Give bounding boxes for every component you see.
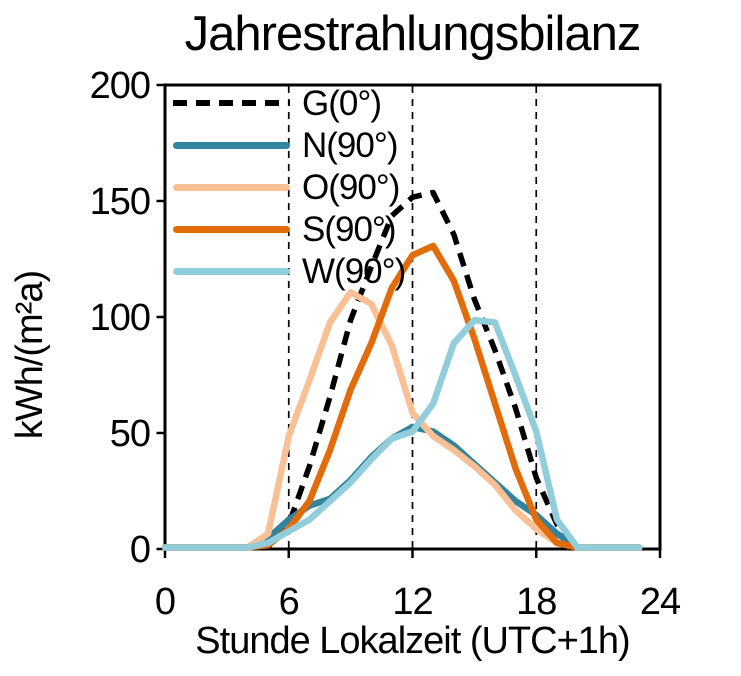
legend-swatch-n90	[173, 141, 290, 149]
legend-swatch-o90	[173, 183, 290, 191]
legend-item-w90: W(90°)	[173, 250, 406, 292]
plot-border	[163, 83, 662, 551]
legend-label-s90: S(90°)	[302, 209, 397, 249]
y-axis-label: kWh/(m²a)	[9, 270, 51, 440]
series-line-o90	[161, 289, 643, 551]
y-tick-label-150: 150	[90, 181, 150, 223]
x-tick-label-6: 6	[279, 581, 299, 623]
legend-label-g0: G(0°)	[302, 83, 382, 123]
x-tick-label-24: 24	[640, 581, 681, 623]
x-tick-label-12: 12	[392, 581, 432, 623]
legend-item-o90: O(90°)	[173, 166, 405, 208]
legend-label-o90: O(90°)	[302, 167, 400, 207]
legend-item-n90: N(90°)	[173, 124, 405, 166]
legend-swatch-s90	[173, 225, 290, 233]
legend-label-n90: N(90°)	[302, 125, 399, 165]
x-axis-label: Stunde Lokalzeit (UTC+1h)	[195, 620, 630, 662]
series-line-n90	[161, 423, 643, 551]
x-tick-label-0: 0	[155, 581, 175, 623]
y-tick-label-50: 50	[110, 413, 150, 455]
y-tick-label-0: 0	[130, 529, 150, 571]
y-tick-label-100: 100	[90, 297, 150, 339]
legend-item-s90: S(90°)	[173, 208, 405, 250]
series-line-w90	[161, 316, 643, 551]
legend: G(0°) N(90°) O(90°) S(90°) W(90°)	[173, 82, 406, 292]
x-tick-label-18: 18	[516, 581, 556, 623]
legend-swatch-g0	[173, 100, 290, 106]
legend-swatch-w90	[173, 267, 290, 275]
legend-item-g0: G(0°)	[173, 82, 405, 124]
y-tick-label-200: 200	[90, 65, 150, 107]
legend-label-w90: W(90°)	[302, 251, 406, 291]
chart-title: Jahrestrahlungsbilanz	[184, 7, 642, 61]
